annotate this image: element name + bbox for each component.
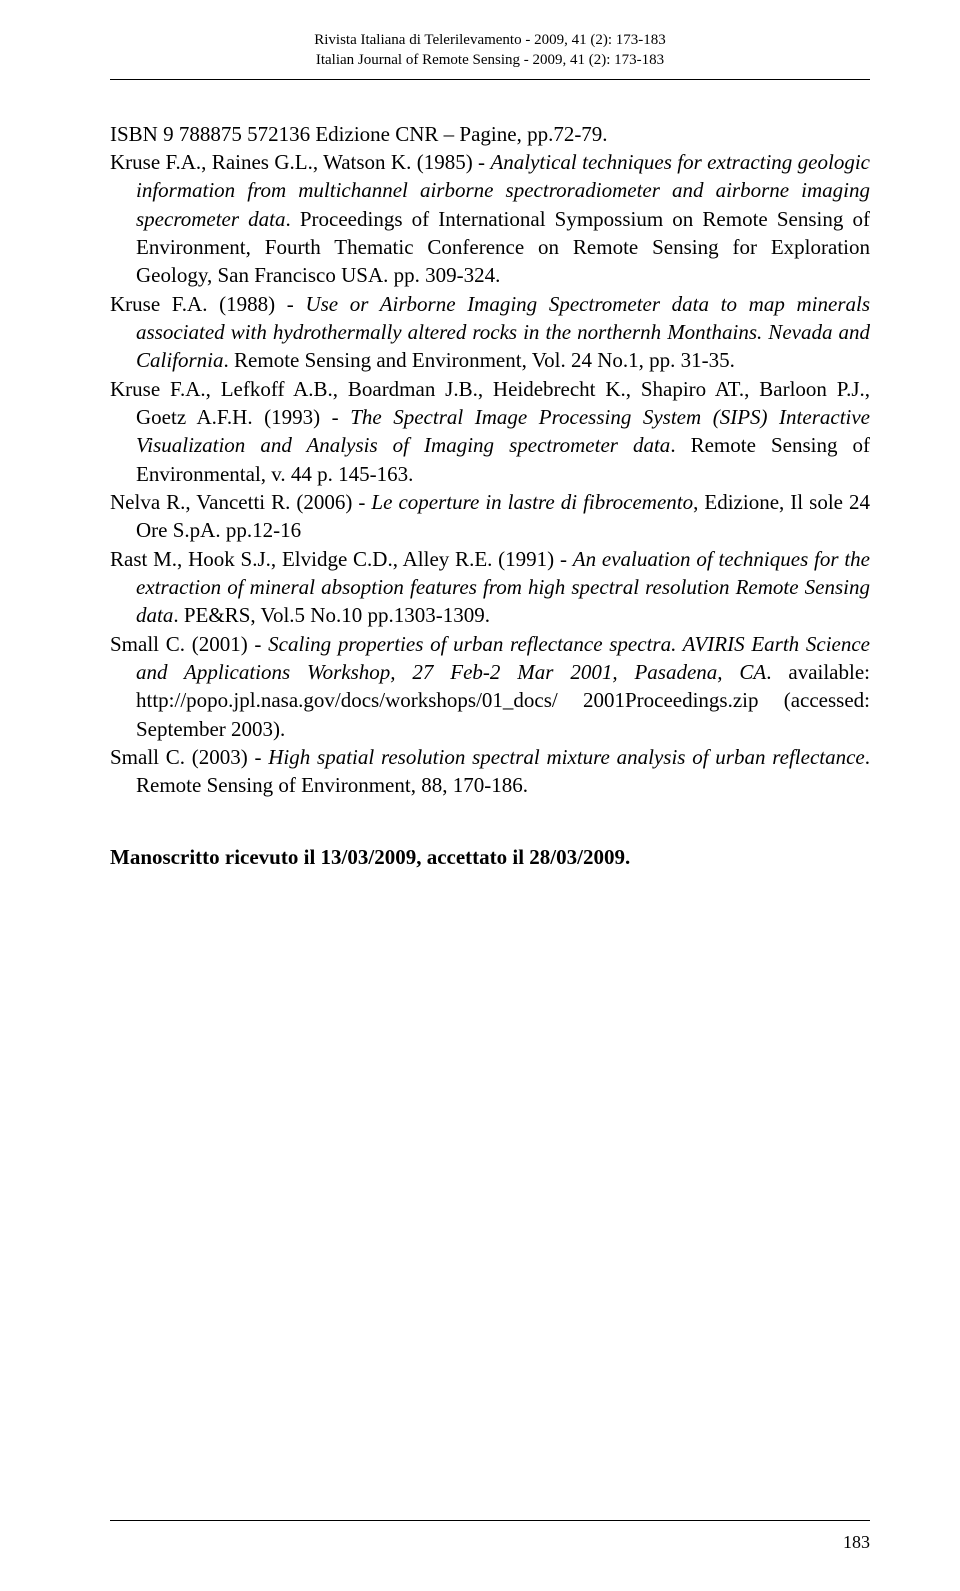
reference-item: Kruse F.A. (1988) - Use or Airborne Imag… <box>110 290 870 375</box>
ref-authors: Kruse F.A. (1988) - <box>110 292 305 316</box>
reference-item: Rast M., Hook S.J., Elvidge C.D., Alley … <box>110 545 870 630</box>
ref-authors: Small C. (2001) - <box>110 632 268 656</box>
header-line-2: Italian Journal of Remote Sensing - 2009… <box>110 50 870 70</box>
manuscript-note: Manoscritto ricevuto il 13/03/2009, acce… <box>110 845 870 870</box>
reference-item: Kruse F.A., Lefkoff A.B., Boardman J.B.,… <box>110 375 870 488</box>
footer-divider <box>110 1520 870 1521</box>
header-line-1: Rivista Italiana di Telerilevamento - 20… <box>110 30 870 50</box>
ref-title: High spatial resolution spectral mixture… <box>268 745 864 769</box>
ref-source: . PE&RS, Vol.5 No.10 pp.1303-1309. <box>173 603 490 627</box>
reference-item: Kruse F.A., Raines G.L., Watson K. (1985… <box>110 148 870 290</box>
reference-item: Small C. (2001) - Scaling properties of … <box>110 630 870 743</box>
ref-text: ISBN 9 788875 572136 Edizione CNR – Pagi… <box>110 122 608 146</box>
reference-item: Nelva R., Vancetti R. (2006) - Le copert… <box>110 488 870 545</box>
page-content: Rivista Italiana di Telerilevamento - 20… <box>0 0 960 910</box>
ref-authors: Nelva R., Vancetti R. (2006) - <box>110 490 371 514</box>
ref-authors: Kruse F.A., Raines G.L., Watson K. (1985… <box>110 150 490 174</box>
ref-authors: Rast M., Hook S.J., Elvidge C.D., Alley … <box>110 547 573 571</box>
page-number: 183 <box>843 1532 870 1553</box>
page-header: Rivista Italiana di Telerilevamento - 20… <box>110 30 870 71</box>
ref-title: Le coperture in lastre di fibrocemento <box>371 490 693 514</box>
header-divider <box>110 79 870 80</box>
reference-item: ISBN 9 788875 572136 Edizione CNR – Pagi… <box>110 120 870 148</box>
ref-source: . Remote Sensing and Environment, Vol. 2… <box>224 348 735 372</box>
reference-item: Small C. (2003) - High spatial resolutio… <box>110 743 870 800</box>
ref-authors: Small C. (2003) - <box>110 745 268 769</box>
